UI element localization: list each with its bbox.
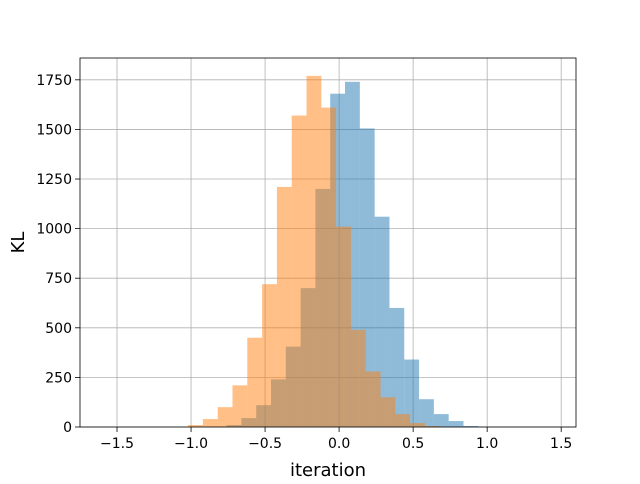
histogram-bar-series-2 — [262, 284, 277, 427]
y-axis-ticks: 0 250 500 750 1000 1250 1500 1750 — [36, 73, 80, 436]
y-tick-label: 250 — [45, 370, 72, 386]
histogram-bar-series-2 — [203, 419, 218, 427]
histogram-bar-series-2 — [307, 76, 322, 427]
y-tick-label: 0 — [63, 420, 72, 436]
histogram-bar-series-2 — [277, 187, 292, 427]
y-tick-label: 500 — [45, 321, 72, 337]
histogram-bar-series-1 — [449, 421, 464, 427]
y-tick-label: 1750 — [36, 73, 72, 89]
histogram-bar-series-2 — [410, 423, 425, 427]
x-tick-label: 1.0 — [476, 436, 498, 452]
histogram-bar-series-2 — [292, 116, 307, 427]
x-tick-label: 0.0 — [328, 436, 350, 452]
histogram-bar-series-1 — [434, 414, 449, 427]
y-tick-label: 1500 — [36, 122, 72, 138]
histogram-bar-series-2 — [247, 338, 262, 427]
y-tick-label: 1250 — [36, 172, 72, 188]
y-axis-label: KL — [8, 232, 29, 254]
histogram-bar-series-2 — [321, 108, 336, 427]
histogram-bar-series-2 — [233, 385, 248, 427]
histogram-bar-series-2 — [336, 227, 351, 427]
histogram-bar-series-2 — [395, 414, 410, 427]
histogram-bar-series-1 — [419, 399, 434, 427]
x-axis-label: iteration — [290, 460, 366, 480]
x-tick-label: 1.5 — [550, 436, 572, 452]
x-tick-label: −1.5 — [100, 436, 134, 452]
histogram-bar-series-2 — [351, 330, 366, 427]
histogram-bar-series-2 — [381, 397, 396, 427]
x-tick-label: 0.5 — [402, 436, 424, 452]
x-tick-label: −0.5 — [248, 436, 282, 452]
x-tick-label: −1.0 — [174, 436, 208, 452]
y-tick-label: 750 — [45, 271, 72, 287]
histogram-bars — [188, 76, 478, 427]
histogram-bar-series-2 — [366, 371, 381, 427]
x-axis-ticks: −1.5 −1.0 −0.5 0.0 0.5 1.0 1.5 — [100, 427, 572, 452]
y-tick-label: 1000 — [36, 222, 72, 238]
histogram-bar-series-2 — [218, 407, 233, 427]
